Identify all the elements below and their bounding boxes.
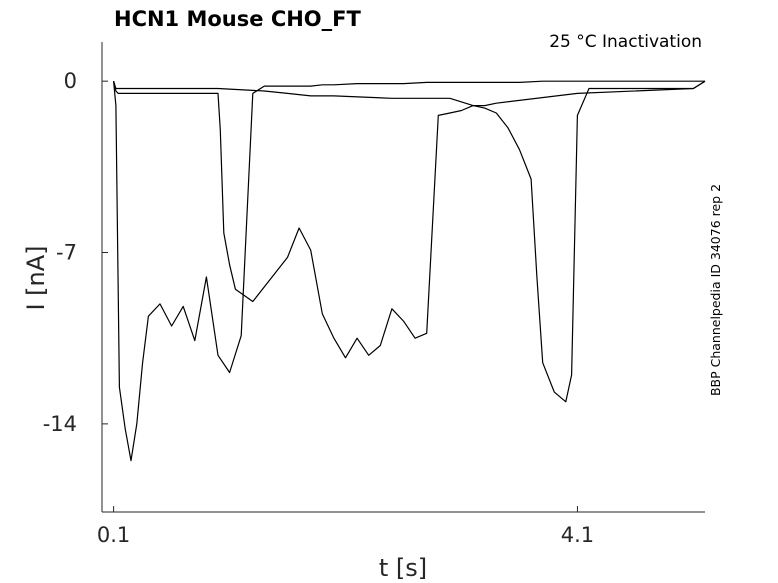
x-tick-label: 0.1 <box>97 523 130 547</box>
y-axis-label: I [nA] <box>22 245 50 310</box>
ticks: 0 -7 -14 0.1 4.1 <box>43 69 594 547</box>
y-tick-label: -14 <box>43 412 77 436</box>
chart-annotation: 25 °C Inactivation <box>549 32 702 52</box>
x-tick-label: 4.1 <box>561 523 594 547</box>
x-axis-label: t [s] <box>379 554 427 582</box>
axes <box>101 42 705 513</box>
chart-title: HCN1 Mouse CHO_FT <box>114 7 361 31</box>
side-label: BBP Channelpedia ID 34076 rep 2 <box>708 184 723 396</box>
y-tick-label: 0 <box>64 69 77 93</box>
trace-line-1 <box>113 80 705 462</box>
trace-line-2 <box>113 80 706 359</box>
trace-line-3 <box>113 80 706 403</box>
y-tick-label: -7 <box>56 241 77 265</box>
traces <box>113 80 706 462</box>
